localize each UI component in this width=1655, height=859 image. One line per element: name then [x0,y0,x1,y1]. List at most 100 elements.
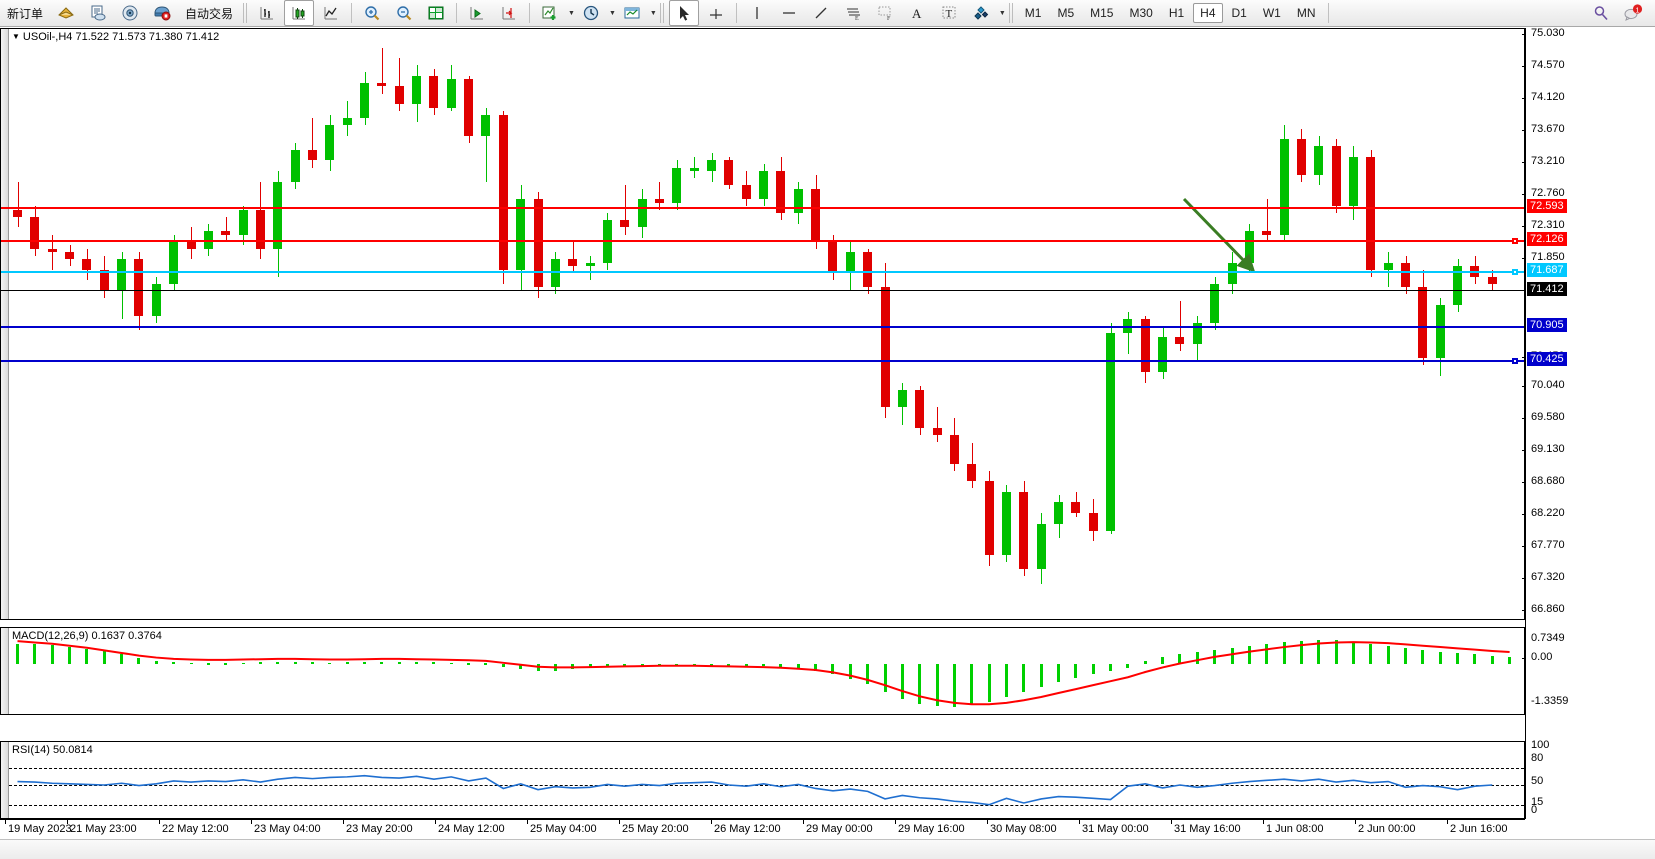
price-tag-resistance-upper[interactable]: 72.593 [1527,198,1567,213]
level-line-support-lower[interactable] [1,359,1524,362]
new-order-button[interactable]: 新订单 [1,0,49,26]
macd-histogram-bar [640,664,644,666]
auto-trading-button[interactable]: 自动交易 [179,0,239,26]
navigator-icon[interactable] [115,0,145,26]
candle-body [1106,333,1116,531]
down-arrow-annotation[interactable] [1,29,1524,619]
candle-body [828,241,838,274]
alerts-icon[interactable]: 1 [1618,0,1648,26]
candle-body [533,199,543,288]
candle-body [290,149,300,182]
macd-histogram-bar [102,650,106,665]
indicators-dropdown-caret[interactable]: ▼ [568,9,575,17]
objects-dropdown-caret[interactable]: ▼ [998,9,1006,17]
expert-advisor-icon[interactable] [51,0,81,26]
timeframe-m15[interactable]: M15 [1090,6,1114,20]
rsi-pane[interactable]: RSI(14) 50.0814 [0,741,1525,819]
trendline-icon[interactable] [806,0,836,26]
macd-histogram-bar [397,661,401,665]
timeframe-m5[interactable]: M5 [1057,6,1075,20]
indicators-icon[interactable] [535,0,565,26]
svg-text:A: A [912,6,922,21]
vertical-line-icon[interactable] [742,0,772,26]
templates-dropdown-caret[interactable]: ▼ [649,9,657,17]
collapse-triangle-icon[interactable]: ▼ [12,32,20,41]
price-tag-support-upper[interactable]: 70.905 [1527,317,1567,332]
text-icon[interactable]: A [902,0,932,26]
price-tag-last-price[interactable]: 71.412 [1527,282,1567,297]
auto-trading-icon[interactable] [147,0,177,26]
candle-body [1314,146,1324,175]
level-handle-resistance-lower[interactable] [1512,237,1518,244]
fibonacci-icon[interactable]: E [838,0,868,26]
candlestick-chart-icon[interactable] [284,0,315,26]
candle-body [255,209,265,249]
candle-body [793,188,803,214]
level-line-resistance-upper[interactable] [1,206,1524,209]
timeframe-h4[interactable]: H4 [1193,3,1223,23]
search-icon[interactable] [1586,0,1616,26]
toolbar-grip-1[interactable] [243,3,249,23]
timeframe-h1[interactable]: H1 [1168,6,1185,20]
timeframe-m1[interactable]: M1 [1024,6,1042,20]
rsi-level-80 [9,767,1524,769]
macd-histogram-bar [1022,664,1026,693]
macd-histogram-bar [1282,642,1286,665]
candle-body [585,262,595,267]
toolbar-grip-2[interactable] [659,3,665,23]
time-label: 19 May 2023 [8,823,72,835]
objects-icon[interactable] [966,0,996,26]
level-handle-cyan-level[interactable] [1512,268,1518,275]
templates-icon[interactable] [617,0,647,26]
candle-wick [659,181,661,210]
zoom-in-icon[interactable] [357,0,387,26]
grid-icon[interactable] [421,0,451,26]
toolbar-grip-3[interactable] [1008,3,1014,23]
bar-chart-icon[interactable] [252,0,282,26]
macd-histogram-bar [1161,656,1165,665]
time-label: 31 May 00:00 [1082,823,1149,835]
macd-histogram-bar [1109,664,1113,671]
crosshair-icon[interactable] [701,0,731,26]
periods-dropdown-caret[interactable]: ▼ [608,9,616,17]
price-tag-support-lower[interactable]: 70.425 [1527,351,1567,366]
auto-scroll-icon[interactable] [462,0,492,26]
main-price-pane[interactable]: ▼ USOil-,H4 71.522 71.573 71.380 71.412 [0,28,1525,620]
candle-body [654,199,664,203]
text-box-icon[interactable]: T [934,0,964,26]
chart-shift-icon[interactable] [494,0,524,26]
horizontal-line-icon[interactable] [774,0,804,26]
line-chart-icon[interactable] [316,0,346,26]
candle-wick [17,181,19,228]
time-tick [1079,820,1080,824]
price-tag-resistance-lower[interactable]: 72.126 [1527,231,1567,246]
chart-workspace[interactable]: ▼ USOil-,H4 71.522 71.573 71.380 71.412 M… [0,27,1655,859]
candle-body [325,125,335,161]
data-window-icon[interactable] [83,0,113,26]
macd-pane[interactable]: MACD(12,26,9) 0.1637 0.3764 [0,627,1525,715]
timeframe-mn[interactable]: MN [1296,6,1316,20]
cursor-icon[interactable] [668,0,699,26]
level-line-cyan-level[interactable] [1,270,1524,273]
timeframe-m30[interactable]: M30 [1129,6,1153,20]
zoom-out-icon[interactable] [389,0,419,26]
level-line-resistance-lower[interactable] [1,239,1524,242]
time-axis[interactable]: 19 May 2023 21 May 23:00 22 May 12:00 23 Ma… [0,819,1525,839]
macd-histogram-bar [432,662,436,665]
macd-histogram-bar [1247,646,1251,665]
text-label-icon[interactable]: F [870,0,900,26]
candle-wick [399,58,401,112]
level-handle-support-lower[interactable] [1512,357,1518,364]
periods-icon[interactable] [576,0,606,26]
timeframe-w1[interactable]: W1 [1262,6,1281,20]
macd-histogram-bar [935,664,939,707]
level-line-support-upper[interactable] [1,325,1524,328]
candle-wick [590,255,592,281]
time-label: 25 May 04:00 [530,823,597,835]
price-tag-cyan-level[interactable]: 71.687 [1527,262,1567,277]
candle-body [915,389,925,429]
timeframe-d1[interactable]: D1 [1231,6,1247,20]
price-axis[interactable]: 75.030 74.570 74.120 73.670 73.210 72.760 72.3… [1522,27,1655,819]
macd-histogram-bar [848,664,852,679]
level-line-last-price[interactable] [1,290,1524,292]
